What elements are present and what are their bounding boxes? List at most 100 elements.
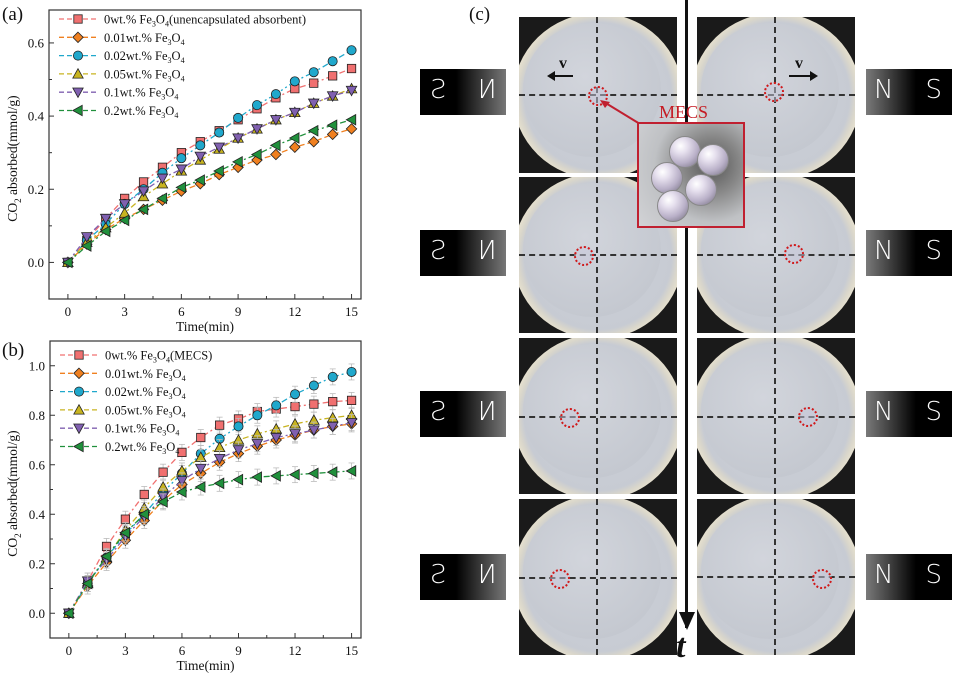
legend-label: 0.05wt.% Fe3O4 <box>105 403 186 419</box>
velocity-label: v <box>795 55 803 72</box>
x-tick-label: 0 <box>66 643 73 658</box>
y-axis-label: CO2 absorbed(mmol/g) <box>5 430 23 556</box>
x-tick-label: 15 <box>345 304 358 319</box>
data-point <box>158 467 168 477</box>
data-point <box>175 181 186 194</box>
legend-label: 0.1wt.% Fe3O4 <box>104 86 178 102</box>
data-point <box>213 142 226 154</box>
reference-line-horizontal <box>697 254 855 256</box>
magnet-pole-s: S <box>430 397 447 427</box>
y-tick-label: 0.0 <box>28 255 44 270</box>
magnet-pole-s: S <box>430 75 447 105</box>
reference-line-vertical <box>596 499 598 655</box>
data-point <box>194 174 205 186</box>
panel-label-a: (a) <box>2 4 24 25</box>
x-axis-label: Time(min) <box>176 319 234 334</box>
data-point <box>137 186 150 198</box>
reference-line-horizontal <box>519 577 677 579</box>
mecs-marker <box>550 569 570 589</box>
data-point <box>118 199 131 210</box>
arrowhead-left-icon <box>547 71 555 81</box>
panel-label-b: (b) <box>2 340 25 361</box>
reference-line-vertical <box>774 177 776 333</box>
velocity-arrow-left-icon <box>551 75 573 77</box>
data-point <box>62 607 74 620</box>
magnet-pole-n: N <box>476 75 496 105</box>
reference-line-vertical <box>774 499 776 655</box>
magnet-pole-n: N <box>476 397 496 427</box>
data-point <box>232 133 244 145</box>
magnet-pole-n: N <box>874 75 894 105</box>
photo-right-row2 <box>697 177 855 333</box>
time-arrowhead-icon <box>679 612 695 630</box>
data-point <box>232 445 245 456</box>
magnet-left-row1: S N <box>420 69 506 115</box>
legend-marker <box>73 423 85 435</box>
legend-marker <box>72 87 84 99</box>
chart-a: 0 3 6 9 12 15 0.0 0.2 0.4 0.6 Time(min) CO2 absorbe… <box>5 9 362 334</box>
magnet-pole-n: N <box>874 560 894 590</box>
legend: 0wt.% Fe3O4(unencapsulated absorbent) 0.0… <box>59 13 306 120</box>
data-point <box>269 139 281 152</box>
mecs-bead <box>651 162 683 194</box>
data-point <box>157 495 168 508</box>
data-point <box>345 418 358 429</box>
data-point <box>99 225 111 238</box>
data-point <box>177 447 187 457</box>
data-point <box>138 508 149 521</box>
x-tick-label: 9 <box>235 304 242 319</box>
data-point <box>194 481 206 493</box>
series-5 <box>62 462 357 620</box>
data-point <box>99 213 112 225</box>
magnet-pole-s: S <box>430 236 447 266</box>
velocity-label: v <box>559 55 567 72</box>
plot-frame <box>48 9 362 300</box>
series-line <box>68 470 352 614</box>
x-tick-label: 12 <box>288 304 301 319</box>
data-point <box>251 439 264 450</box>
data-point <box>345 113 357 126</box>
y-tick-label: 0.8 <box>29 408 45 423</box>
magnet-pole-s: S <box>430 560 447 590</box>
data-point <box>251 100 262 111</box>
data-point <box>289 429 301 440</box>
data-point <box>194 463 207 475</box>
magnet-left-row4: S N <box>420 554 506 600</box>
time-label: t <box>676 628 686 665</box>
magnet-pole-n: N <box>476 560 496 590</box>
mecs-bead <box>685 174 717 206</box>
data-point <box>290 389 301 400</box>
data-point <box>213 165 224 177</box>
series-line <box>67 89 352 263</box>
magnet-left-row2: S N <box>420 230 506 276</box>
magnet-pole-s: S <box>925 75 942 105</box>
legend-marker <box>71 104 83 117</box>
data-point <box>309 78 319 88</box>
data-point <box>233 421 244 432</box>
y-tick-label: 0.6 <box>29 457 46 472</box>
x-tick-label: 3 <box>122 643 129 658</box>
x-tick-label: 12 <box>289 643 302 658</box>
photo-right-row3 <box>697 338 855 494</box>
magnet-left-row3: S N <box>420 391 506 437</box>
data-point <box>326 128 339 141</box>
data-point <box>346 63 357 74</box>
series-1 <box>62 123 358 269</box>
data-point <box>233 112 244 123</box>
mecs-pointer-arrow <box>600 100 641 125</box>
magnet-pole-s: S <box>925 236 942 266</box>
magnet-pole-n: N <box>476 236 496 266</box>
legend-label: 0.2wt.% Fe3O4 <box>105 440 179 456</box>
reference-line-vertical <box>774 338 776 494</box>
reference-line-vertical <box>596 338 598 494</box>
legend-label: 0.01wt.% Fe3O4 <box>104 31 185 47</box>
data-point <box>290 401 300 412</box>
reference-line-vertical <box>596 177 598 333</box>
legend-label: 0.2wt.% Fe3O4 <box>104 104 178 120</box>
legend-marker <box>73 403 85 415</box>
data-point <box>270 115 282 126</box>
legend-label: 0.01wt.% Fe3O4 <box>105 367 186 383</box>
mecs-bead <box>697 144 729 176</box>
mecs-bead <box>669 136 701 168</box>
data-point <box>232 155 243 168</box>
